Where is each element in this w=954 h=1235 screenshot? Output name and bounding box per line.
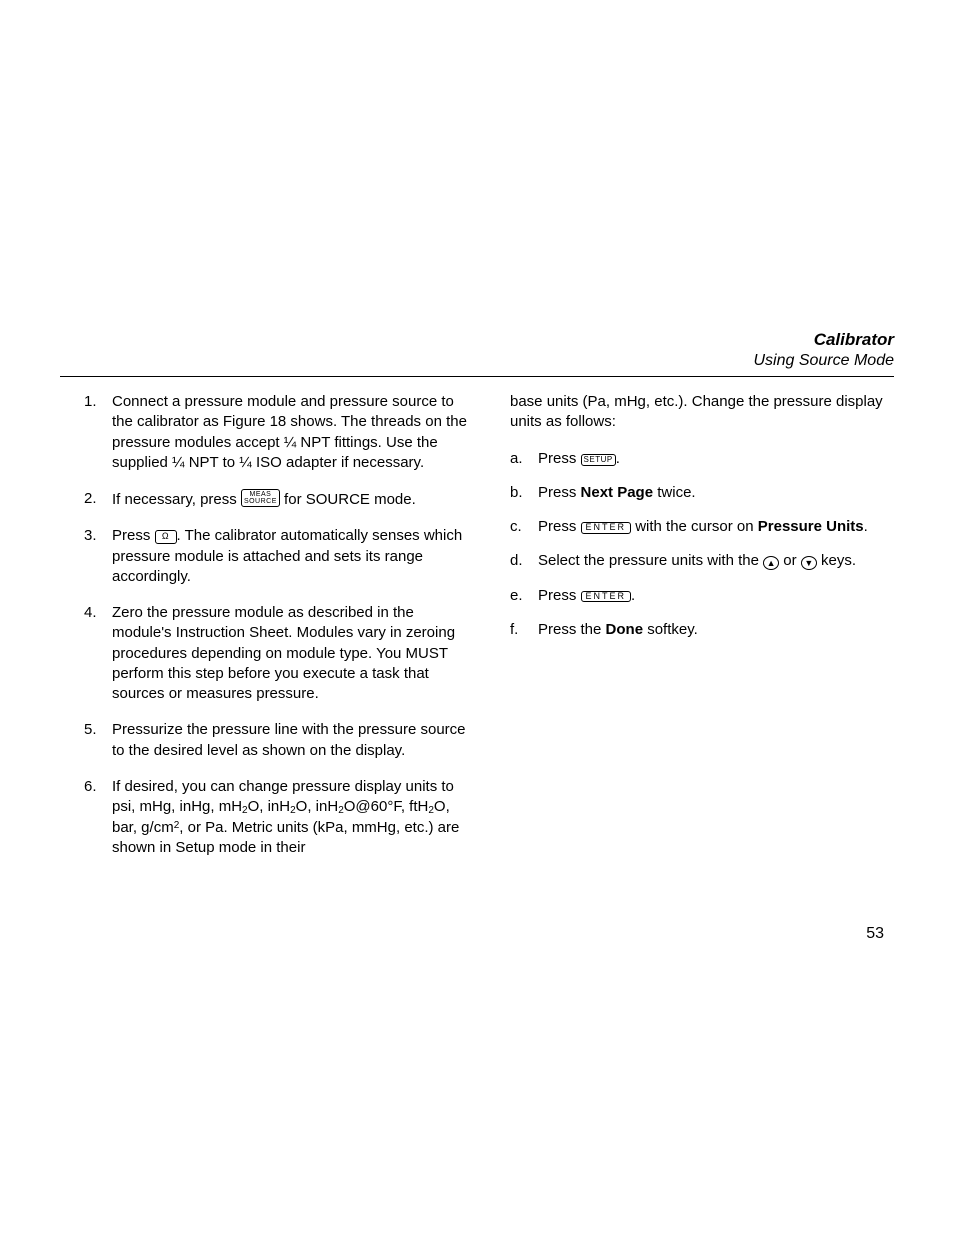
header-title: Calibrator <box>60 330 894 350</box>
enter-key-icon: ENTER <box>581 522 632 534</box>
page-header: Calibrator Using Source Mode <box>60 330 894 370</box>
sub-num: d. <box>510 551 538 571</box>
t: Press <box>538 484 581 501</box>
step-num: 4. <box>84 603 112 704</box>
sub-num: e. <box>510 586 538 606</box>
t: O, inH <box>248 798 291 815</box>
left-column: 1. Connect a pressure module and pressur… <box>84 392 468 874</box>
header-subtitle: Using Source Mode <box>60 352 894 370</box>
t: Press the <box>538 621 606 638</box>
text-pre: Press <box>112 527 155 544</box>
bold: Next Page <box>581 484 654 501</box>
main-list: 1. Connect a pressure module and pressur… <box>84 392 468 858</box>
bold: Done <box>606 621 644 638</box>
step-num: 3. <box>84 526 112 587</box>
t: with the cursor on <box>631 518 758 535</box>
sub-num: c. <box>510 517 538 537</box>
step-4: 4. Zero the pressure module as described… <box>84 603 468 704</box>
sub-d: d. Select the pressure units with the ▲ … <box>510 551 894 571</box>
sub-num: a. <box>510 449 538 469</box>
t: twice. <box>653 484 696 501</box>
sub-c: c. Press ENTER with the cursor on Pressu… <box>510 517 894 537</box>
t: . <box>631 587 635 604</box>
text-post: for SOURCE mode. <box>280 491 416 508</box>
sub-f: f. Press the Done softkey. <box>510 620 894 640</box>
t: Press <box>538 518 581 535</box>
t: Press <box>538 450 581 467</box>
sub-e: e. Press ENTER. <box>510 586 894 606</box>
step-6: 6. If desired, you can change pressure d… <box>84 777 468 858</box>
sub-num: b. <box>510 483 538 503</box>
sub-text: Press ENTER with the cursor on Pressure … <box>538 517 894 537</box>
step-text: Connect a pressure module and pressure s… <box>112 392 468 473</box>
t: Press <box>538 587 581 604</box>
step-num: 5. <box>84 720 112 761</box>
page-number: 53 <box>866 925 884 943</box>
sub-list: a. Press SETUP. b. Press Next Page twice… <box>510 449 894 641</box>
step-text: Pressurize the pressure line with the pr… <box>112 720 468 761</box>
step-2: 2. If necessary, press MEASSOURCE for SO… <box>84 489 468 510</box>
step-text: If necessary, press MEASSOURCE for SOURC… <box>112 489 468 510</box>
setup-key-icon: SETUP <box>581 454 616 467</box>
step-3: 3. Press Ω. The calibrator automatically… <box>84 526 468 587</box>
sub-b: b. Press Next Page twice. <box>510 483 894 503</box>
t: . <box>616 450 620 467</box>
step-num: 6. <box>84 777 112 858</box>
t: softkey. <box>643 621 698 638</box>
bold: Pressure Units <box>758 518 864 535</box>
sub-num: f. <box>510 620 538 640</box>
sub-text: Press ENTER. <box>538 586 894 606</box>
t: O, inH <box>296 798 339 815</box>
content-columns: 1. Connect a pressure module and pressur… <box>84 392 894 874</box>
text-pre: If necessary, press <box>112 491 241 508</box>
step-text: If desired, you can change pressure disp… <box>112 777 468 858</box>
sub-a: a. Press SETUP. <box>510 449 894 469</box>
t: keys. <box>817 552 856 569</box>
enter-key-icon: ENTER <box>581 591 632 603</box>
t: O@60°F, ftH <box>344 798 429 815</box>
page: Calibrator Using Source Mode 1. Connect … <box>0 0 954 1235</box>
t: or <box>779 552 801 569</box>
continuation-text: base units (Pa, mHg, etc.). Change the p… <box>510 392 894 433</box>
step-num: 1. <box>84 392 112 473</box>
right-column: base units (Pa, mHg, etc.). Change the p… <box>510 392 894 874</box>
sub-text: Press Next Page twice. <box>538 483 894 503</box>
t: . <box>864 518 868 535</box>
omega-key-icon: Ω <box>155 530 177 544</box>
sub-text: Select the pressure units with the ▲ or … <box>538 551 894 571</box>
step-5: 5. Pressurize the pressure line with the… <box>84 720 468 761</box>
meas-source-key-icon: MEASSOURCE <box>241 489 280 507</box>
step-num: 2. <box>84 489 112 510</box>
step-text: Zero the pressure module as described in… <box>112 603 468 704</box>
header-rule <box>60 376 894 377</box>
step-text: Press Ω. The calibrator automatically se… <box>112 526 468 587</box>
t: Select the pressure units with the <box>538 552 763 569</box>
up-key-icon: ▲ <box>763 556 779 570</box>
sub-text: Press SETUP. <box>538 449 894 469</box>
down-key-icon: ▼ <box>801 556 817 570</box>
step-1: 1. Connect a pressure module and pressur… <box>84 392 468 473</box>
sub-text: Press the Done softkey. <box>538 620 894 640</box>
